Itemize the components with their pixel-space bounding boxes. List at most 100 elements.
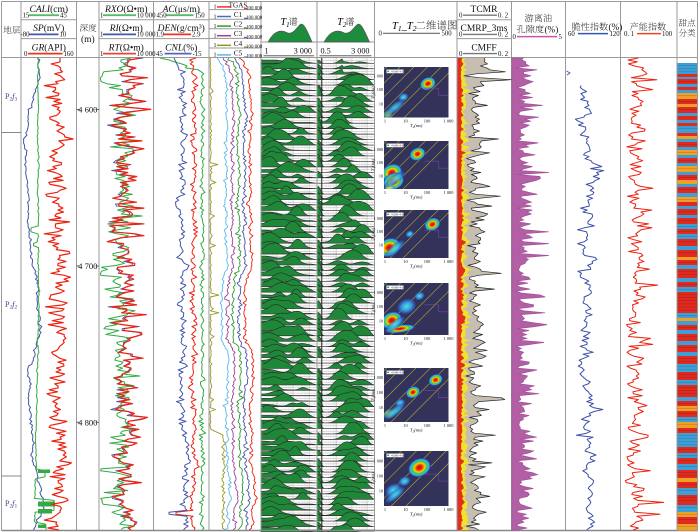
svg-text:T2(ms): T2(ms) (410, 194, 423, 200)
svg-text:T2(ms): T2(ms) (410, 511, 423, 517)
svg-text:T2(ms): T2(ms) (410, 340, 423, 346)
svg-text:1 000: 1 000 (444, 423, 455, 428)
svg-text:10: 10 (403, 336, 408, 341)
svg-text:10 000: 10 000 (137, 13, 156, 20)
svg-text:4 600-4 615: 4 600-4 615 (391, 144, 407, 148)
svg-text:10: 10 (403, 259, 408, 264)
svg-text:0: 0 (459, 13, 463, 20)
svg-text:120: 120 (610, 31, 621, 38)
svg-text:1: 1 (384, 507, 386, 512)
svg-text:C3: C3 (234, 30, 243, 38)
svg-text:10: 10 (403, 507, 408, 512)
svg-text:4 700: 4 700 (78, 261, 97, 271)
svg-text:0: 0 (379, 31, 383, 38)
svg-text:0. 2: 0. 2 (498, 51, 509, 58)
svg-text:T1_T2: T1_T2 (392, 21, 417, 33)
svg-text:T2(ms): T2(ms) (410, 427, 423, 433)
svg-text:C2: C2 (234, 21, 243, 29)
svg-text:P2f3: P2f3 (5, 92, 17, 103)
svg-text:10: 10 (379, 174, 383, 179)
svg-text:10: 10 (403, 118, 408, 123)
svg-text:T1: T1 (281, 17, 290, 29)
svg-text:C4: C4 (234, 40, 243, 48)
svg-text:(%): (%) (609, 22, 623, 32)
svg-text:160: 160 (64, 51, 75, 58)
svg-text:RT(Ω•m): RT(Ω•m) (108, 42, 144, 53)
svg-text:C5: C5 (234, 49, 243, 57)
svg-text:100: 100 (424, 259, 431, 264)
svg-text:4 600-4 615: 4 600-4 615 (391, 213, 407, 217)
svg-text:0: 0 (459, 32, 463, 39)
svg-text:450: 450 (157, 13, 168, 20)
svg-text:CMRP_3ms: CMRP_3ms (461, 24, 508, 34)
svg-text:T1(ms): T1(ms) (371, 388, 377, 401)
svg-text:1 000: 1 000 (374, 147, 383, 152)
svg-text:(m): (m) (81, 34, 95, 45)
svg-text:150: 150 (195, 13, 206, 20)
svg-text:10: 10 (379, 489, 383, 494)
svg-text:10: 10 (379, 101, 383, 106)
svg-text:1: 1 (265, 47, 269, 56)
svg-text:1 000: 1 000 (444, 259, 455, 264)
svg-text:100: 100 (662, 31, 673, 38)
svg-text:1: 1 (100, 13, 103, 20)
svg-text:10: 10 (379, 243, 383, 248)
svg-text:1 000: 1 000 (374, 74, 383, 79)
svg-text:100: 100 (424, 190, 431, 195)
svg-text:10: 10 (403, 423, 408, 428)
svg-text:100: 100 (424, 336, 431, 341)
svg-text:DEN(g/cm³): DEN(g/cm³) (157, 23, 205, 34)
svg-text:0: 0 (459, 51, 463, 58)
svg-text:100 000: 100 000 (246, 45, 263, 50)
svg-text:1 000: 1 000 (444, 507, 455, 512)
svg-text:CNL(%): CNL(%) (165, 42, 197, 53)
svg-text:100 000: 100 000 (246, 35, 263, 40)
svg-text:100: 100 (424, 118, 431, 123)
svg-text:4 600-4 615: 4 600-4 615 (391, 371, 407, 375)
svg-text:100 000: 100 000 (246, 55, 263, 60)
svg-text:100 000: 100 000 (246, 16, 263, 21)
svg-text:T1(ms): T1(ms) (371, 302, 377, 315)
svg-text:1: 1 (214, 34, 217, 40)
svg-text:1 000: 1 000 (374, 375, 383, 380)
svg-text:1: 1 (384, 118, 386, 123)
svg-text:CALI(cm): CALI(cm) (29, 4, 68, 15)
svg-text:T2(ms): T2(ms) (410, 263, 423, 269)
svg-text:T2: T2 (337, 17, 347, 29)
svg-text:T1(ms): T1(ms) (371, 227, 377, 240)
svg-text:CMFF: CMFF (471, 43, 496, 53)
svg-text:0. 2: 0. 2 (498, 32, 509, 39)
svg-text:TCMR: TCMR (471, 5, 499, 15)
svg-text:1 000: 1 000 (444, 190, 455, 195)
svg-text:1 000: 1 000 (444, 118, 455, 123)
svg-text:0: 0 (24, 51, 28, 58)
svg-text:100 000: 100 000 (246, 7, 263, 12)
svg-text:-15: -15 (193, 51, 203, 58)
svg-text:TGAS: TGAS (229, 1, 248, 9)
svg-text:AC(μs/m): AC(μs/m) (162, 4, 200, 15)
svg-text:0: 0 (513, 34, 517, 41)
svg-text:4 600: 4 600 (78, 105, 97, 115)
svg-text:T1(ms): T1(ms) (371, 472, 377, 485)
svg-text:-80: -80 (21, 32, 31, 39)
svg-text:5: 5 (559, 34, 563, 41)
svg-text:100: 100 (377, 229, 383, 234)
svg-text:500: 500 (442, 31, 453, 38)
svg-text:1: 1 (214, 14, 217, 20)
svg-text:1: 1 (214, 53, 217, 59)
svg-text:1: 1 (100, 32, 103, 39)
svg-text:3 000: 3 000 (351, 47, 369, 56)
svg-text:(%): (%) (545, 25, 559, 35)
svg-text:4 600-4 615: 4 600-4 615 (391, 70, 407, 74)
svg-text:P2f1: P2f1 (5, 499, 17, 510)
svg-text:3 000: 3 000 (294, 47, 312, 56)
svg-text:4 800: 4 800 (78, 417, 97, 427)
svg-text:10: 10 (60, 32, 67, 39)
svg-text:T2(ms): T2(ms) (410, 123, 423, 129)
svg-text:15: 15 (23, 13, 30, 20)
svg-text:1: 1 (214, 24, 217, 30)
svg-text:T1(ms): T1(ms) (371, 86, 377, 99)
svg-text:0. 2: 0. 2 (498, 13, 509, 20)
svg-text:100: 100 (377, 160, 383, 165)
svg-text:10: 10 (379, 318, 383, 323)
